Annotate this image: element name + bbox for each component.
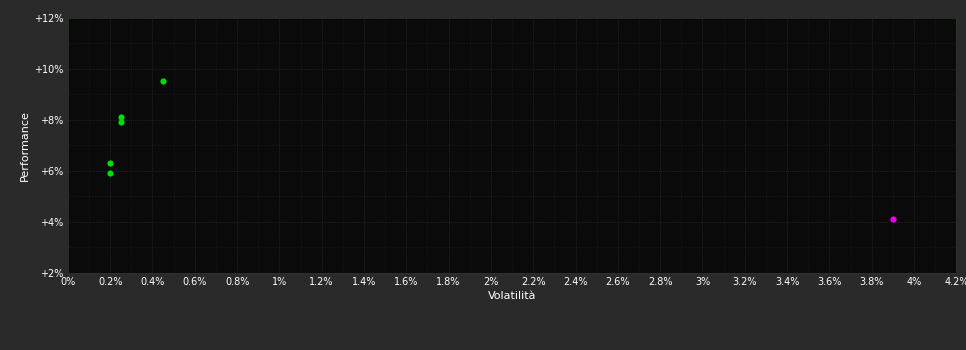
Point — [156, 79, 171, 84]
Point — [885, 217, 900, 222]
Point — [113, 114, 128, 120]
Point — [102, 160, 118, 166]
X-axis label: Volatilità: Volatilità — [488, 291, 536, 301]
Point — [113, 119, 128, 125]
Y-axis label: Performance: Performance — [19, 110, 30, 181]
Point — [102, 170, 118, 176]
